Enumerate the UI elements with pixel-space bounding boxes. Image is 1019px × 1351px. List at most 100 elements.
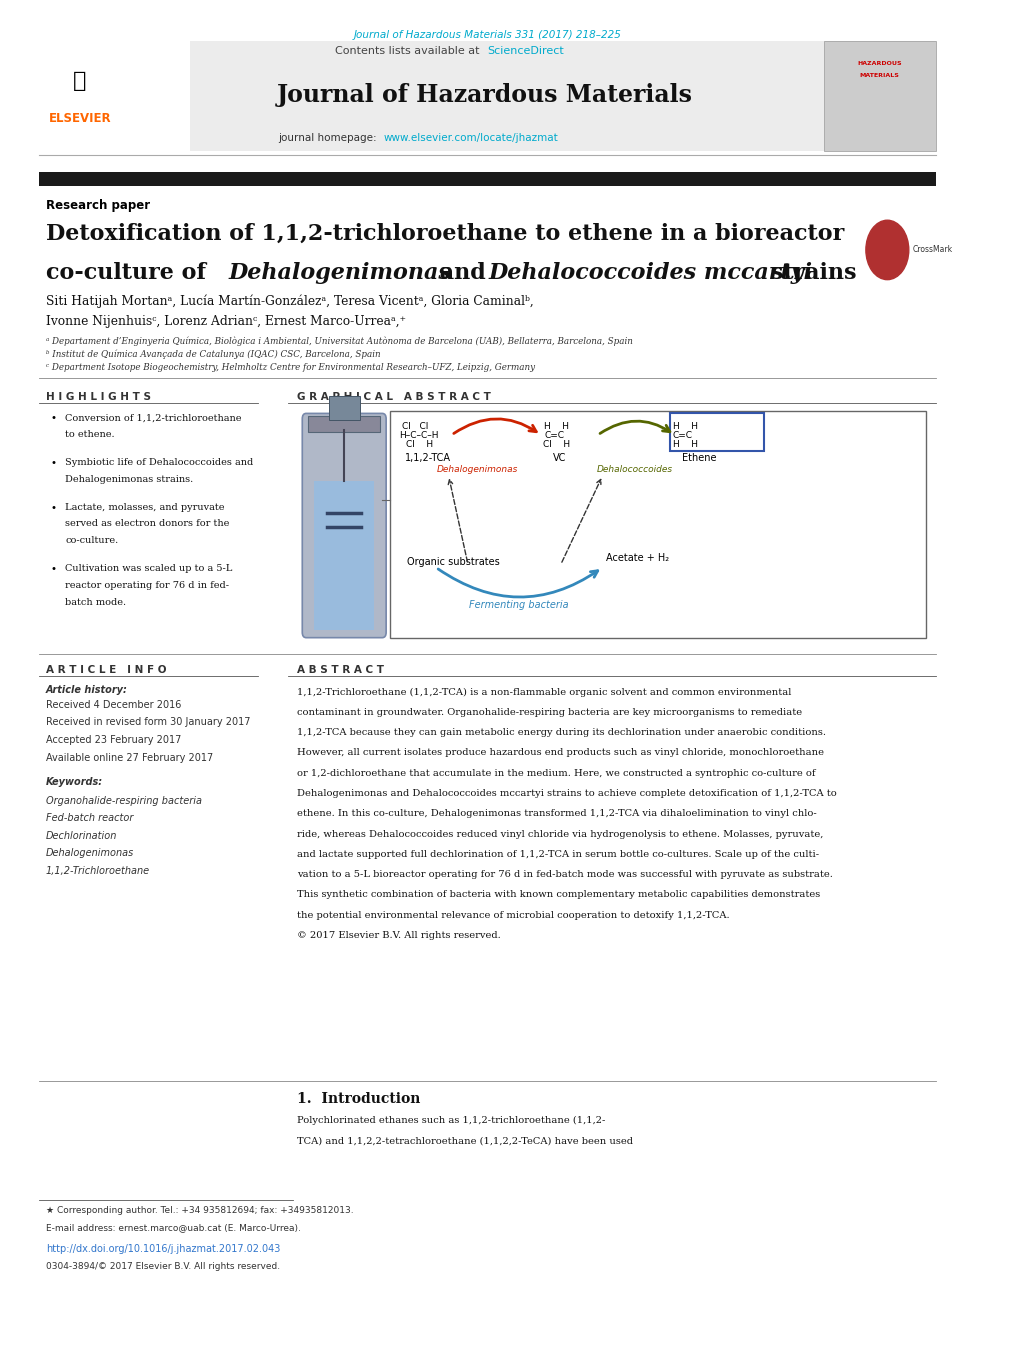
Text: Available online 27 February 2017: Available online 27 February 2017 (46, 753, 213, 762)
Text: the potential environmental relevance of microbial cooperation to detoxify 1,1,2: the potential environmental relevance of… (298, 911, 730, 920)
Text: 🌳: 🌳 (73, 72, 87, 91)
FancyBboxPatch shape (39, 41, 190, 151)
Text: •: • (51, 565, 57, 574)
Text: 1,1,2-Trichloroethane: 1,1,2-Trichloroethane (46, 866, 150, 875)
Text: C=C: C=C (543, 431, 564, 440)
Text: A R T I C L E   I N F O: A R T I C L E I N F O (46, 665, 166, 674)
Text: Organohalide-respiring bacteria: Organohalide-respiring bacteria (46, 796, 202, 805)
Text: Fed-batch reactor: Fed-batch reactor (46, 813, 133, 823)
Text: ★ Corresponding author. Tel.: +34 935812694; fax: +34935812013.: ★ Corresponding author. Tel.: +34 935812… (46, 1206, 354, 1216)
Text: Ivonne Nijenhuisᶜ, Lorenz Adrianᶜ, Ernest Marco-Urreaᵃ,⁺: Ivonne Nijenhuisᶜ, Lorenz Adrianᶜ, Ernes… (46, 315, 406, 328)
Text: Contents lists available at: Contents lists available at (334, 46, 482, 57)
FancyArrowPatch shape (447, 480, 467, 562)
Text: ᶜ Department Isotope Biogeochemistry, Helmholtz Centre for Environmental Researc: ᶜ Department Isotope Biogeochemistry, He… (46, 363, 534, 373)
Text: contaminant in groundwater. Organohalide-respiring bacteria are key microorganis: contaminant in groundwater. Organohalide… (298, 708, 802, 717)
FancyBboxPatch shape (823, 41, 935, 151)
Text: •: • (51, 458, 57, 467)
Text: Accepted 23 February 2017: Accepted 23 February 2017 (46, 735, 181, 744)
Text: This synthetic combination of bacteria with known complementary metabolic capabi: This synthetic combination of bacteria w… (298, 890, 820, 900)
Text: H I G H L I G H T S: H I G H L I G H T S (46, 392, 151, 401)
Text: Dechlorination: Dechlorination (46, 831, 117, 840)
Text: and: and (431, 262, 493, 284)
Text: 1,1,2-TCA because they can gain metabolic energy during its dechlorination under: 1,1,2-TCA because they can gain metaboli… (298, 728, 825, 738)
Text: MATERIALS: MATERIALS (859, 73, 899, 78)
Text: Lactate, molasses, and pyruvate: Lactate, molasses, and pyruvate (65, 503, 224, 512)
Text: •: • (51, 413, 57, 423)
Text: © 2017 Elsevier B.V. All rights reserved.: © 2017 Elsevier B.V. All rights reserved… (298, 931, 500, 940)
Text: ethene. In this co-culture, Dehalogenimonas transformed 1,1,2-TCA via dihaloelim: ethene. In this co-culture, Dehalogenimo… (298, 809, 816, 819)
Text: Acetate + H₂: Acetate + H₂ (605, 553, 668, 562)
Text: ride, whereas Dehalococcoides reduced vinyl chloride via hydrogenolysis to ethen: ride, whereas Dehalococcoides reduced vi… (298, 830, 823, 839)
FancyBboxPatch shape (39, 172, 935, 186)
Text: Dehalogenimonas strains.: Dehalogenimonas strains. (65, 476, 194, 484)
Text: Cultivation was scaled up to a 5-L: Cultivation was scaled up to a 5-L (65, 565, 232, 573)
Text: E-mail address: ernest.marco@uab.cat (E. Marco-Urrea).: E-mail address: ernest.marco@uab.cat (E.… (46, 1223, 301, 1232)
Text: H–C–C–H: H–C–C–H (398, 431, 438, 440)
Text: journal homepage:: journal homepage: (278, 132, 380, 143)
Text: Dehalococcoides mccartyi: Dehalococcoides mccartyi (488, 262, 812, 284)
Text: Cl    H: Cl H (542, 440, 570, 450)
Text: However, all current isolates produce hazardous end products such as vinyl chlor: However, all current isolates produce ha… (298, 748, 823, 758)
Text: Dehalogenimonas: Dehalogenimonas (46, 848, 133, 858)
Text: ScienceDirect: ScienceDirect (487, 46, 564, 57)
Text: or 1,2-dichloroethane that accumulate in the medium. Here, we constructed a synt: or 1,2-dichloroethane that accumulate in… (298, 769, 815, 778)
FancyArrowPatch shape (561, 480, 600, 562)
Text: Received in revised form 30 January 2017: Received in revised form 30 January 2017 (46, 717, 250, 727)
Text: H    H: H H (673, 440, 697, 450)
Text: TCA) and 1,1,2,2-tetrachloroethane (1,1,2,2-TeCA) have been used: TCA) and 1,1,2,2-tetrachloroethane (1,1,… (298, 1136, 633, 1146)
FancyBboxPatch shape (328, 396, 360, 420)
Text: 1.  Introduction: 1. Introduction (298, 1092, 421, 1105)
Text: Organic substrates: Organic substrates (407, 557, 499, 566)
Text: batch mode.: batch mode. (65, 598, 126, 607)
Text: Journal of Hazardous Materials: Journal of Hazardous Materials (276, 82, 692, 107)
Text: 0304-3894/© 2017 Elsevier B.V. All rights reserved.: 0304-3894/© 2017 Elsevier B.V. All right… (46, 1262, 279, 1271)
Text: VC: VC (552, 453, 566, 462)
Text: Received 4 December 2016: Received 4 December 2016 (46, 700, 181, 709)
Text: CrossMark: CrossMark (912, 246, 952, 254)
Text: C=C: C=C (673, 431, 692, 440)
Text: Symbiotic life of Dehalococcoides and: Symbiotic life of Dehalococcoides and (65, 458, 254, 467)
Text: co-culture of: co-culture of (46, 262, 213, 284)
Text: ᵃ Departament d’Enginyeria Química, Biològica i Ambiental, Universitat Autònoma : ᵃ Departament d’Enginyeria Química, Biol… (46, 336, 632, 346)
FancyBboxPatch shape (669, 413, 763, 451)
Text: co-culture.: co-culture. (65, 536, 118, 546)
Text: Siti Hatijah Mortanᵃ, Lucía Martín-Gonzálezᵃ, Teresa Vicentᵃ, Gloria Caminalᵇ,: Siti Hatijah Mortanᵃ, Lucía Martín-Gonzá… (46, 295, 533, 308)
FancyBboxPatch shape (389, 411, 925, 638)
FancyBboxPatch shape (314, 481, 374, 630)
Text: served as electron donors for the: served as electron donors for the (65, 520, 229, 528)
Text: Keywords:: Keywords: (46, 777, 103, 786)
Text: Article history:: Article history: (46, 685, 127, 694)
FancyArrowPatch shape (599, 422, 669, 434)
Text: Detoxification of 1,1,2-trichloroethane to ethene in a bioreactor: Detoxification of 1,1,2-trichloroethane … (46, 223, 844, 245)
Text: H    H: H H (543, 422, 569, 431)
Text: •: • (51, 503, 57, 512)
Text: http://dx.doi.org/10.1016/j.jhazmat.2017.02.043: http://dx.doi.org/10.1016/j.jhazmat.2017… (46, 1244, 280, 1254)
Text: Dehalogenimonas: Dehalogenimonas (228, 262, 450, 284)
Text: Dehalogenimonas: Dehalogenimonas (437, 465, 518, 474)
Text: and lactate supported full dechlorination of 1,1,2-TCA in serum bottle co-cultur: and lactate supported full dechlorinatio… (298, 850, 818, 859)
FancyArrowPatch shape (438, 569, 597, 597)
Text: 1,1,2-Trichloroethane (1,1,2-TCA) is a non-flammable organic solvent and common : 1,1,2-Trichloroethane (1,1,2-TCA) is a n… (298, 688, 791, 697)
Text: G R A P H I C A L   A B S T R A C T: G R A P H I C A L A B S T R A C T (298, 392, 491, 401)
Text: A B S T R A C T: A B S T R A C T (298, 665, 384, 674)
FancyBboxPatch shape (302, 413, 386, 638)
Text: ᵇ Institut de Química Avançada de Catalunya (IQAC) CSC, Barcelona, Spain: ᵇ Institut de Química Avançada de Catalu… (46, 350, 380, 359)
Text: 1,1,2-TCA: 1,1,2-TCA (405, 453, 450, 462)
FancyBboxPatch shape (308, 416, 380, 432)
Text: www.elsevier.com/locate/jhazmat: www.elsevier.com/locate/jhazmat (383, 132, 557, 143)
Text: ELSEVIER: ELSEVIER (49, 112, 111, 126)
Text: Journal of Hazardous Materials 331 (2017) 218–225: Journal of Hazardous Materials 331 (2017… (354, 30, 621, 39)
Text: Ethene: Ethene (681, 453, 715, 462)
Text: to ethene.: to ethene. (65, 430, 115, 439)
Text: Dehalococcoides: Dehalococcoides (596, 465, 673, 474)
Text: Dehalogenimonas and Dehalococcoides mccartyi strains to achieve complete detoxif: Dehalogenimonas and Dehalococcoides mcca… (298, 789, 837, 798)
Text: Cl   Cl: Cl Cl (401, 422, 428, 431)
Circle shape (865, 220, 908, 280)
Text: vation to a 5-L bioreactor operating for 76 d in fed-batch mode was successful w: vation to a 5-L bioreactor operating for… (298, 870, 833, 880)
FancyArrowPatch shape (453, 419, 536, 434)
Text: Cl    H: Cl H (406, 440, 432, 450)
Text: H    H: H H (673, 422, 697, 431)
Text: Research paper: Research paper (46, 199, 150, 212)
Text: HAZARDOUS: HAZARDOUS (856, 61, 901, 66)
Text: Polychlorinated ethanes such as 1,1,2-trichloroethane (1,1,2-: Polychlorinated ethanes such as 1,1,2-tr… (298, 1116, 605, 1125)
